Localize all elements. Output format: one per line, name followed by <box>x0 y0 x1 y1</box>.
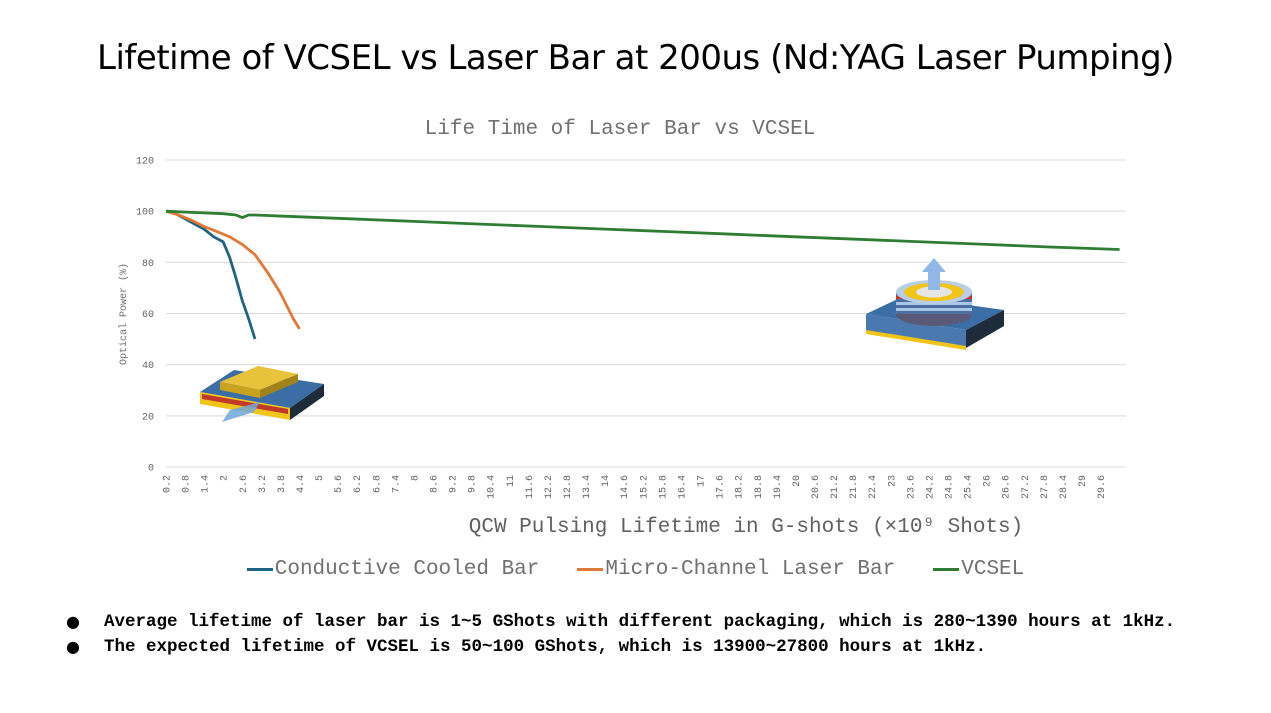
legend-label-microchannel: Micro-Channel Laser Bar <box>605 558 896 581</box>
legend-swatch-vcsel <box>933 568 960 571</box>
x-tick-label: 23 <box>887 475 898 487</box>
vcsel-device-icon <box>866 258 1004 350</box>
x-tick-label: 9.2 <box>449 475 460 493</box>
y-axis-label: Optical Power (%) <box>118 263 130 365</box>
x-tick-label: 11.6 <box>525 475 536 499</box>
x-tick-label: 15.2 <box>639 475 650 499</box>
x-tick-label: 5.6 <box>334 475 345 493</box>
x-tick-label: 26.6 <box>1002 475 1013 499</box>
x-tick-label: 12.8 <box>563 475 574 499</box>
x-tick-label: 14 <box>601 475 612 487</box>
x-tick-label: 28.4 <box>1059 475 1070 499</box>
laser-bar-device-icon <box>200 366 324 422</box>
legend-label-vcsel: VCSEL <box>961 558 1025 581</box>
x-tick-label: 8 <box>410 475 421 481</box>
y-tick-label: 100 <box>136 208 154 219</box>
y-tick-label: 120 <box>136 157 154 168</box>
bullet-item: Average lifetime of laser bar is 1~5 GSh… <box>66 609 1246 635</box>
bullet-list: Average lifetime of laser bar is 1~5 GSh… <box>66 609 1246 660</box>
y-tick-label: 40 <box>142 361 154 372</box>
series-line-vcsel <box>165 209 1120 251</box>
x-tick-label: 21.8 <box>849 475 860 499</box>
x-tick-label: 18.2 <box>735 475 746 499</box>
x-tick-label: 6.2 <box>353 475 364 493</box>
legend-item-conductive: Conductive Cooled Bar <box>246 558 540 581</box>
legend-swatch-conductive <box>246 568 273 571</box>
x-tick-label: 20.6 <box>811 475 822 499</box>
x-tick-label: 20 <box>792 475 803 487</box>
legend-label-conductive: Conductive Cooled Bar <box>274 558 540 581</box>
x-tick-label: 19.4 <box>773 475 784 499</box>
chart-title: Life Time of Laser Bar vs VCSEL <box>424 118 816 141</box>
x-tick-label: 6.8 <box>372 475 383 493</box>
x-tick-label: 26 <box>983 475 994 487</box>
x-tick-label: 24.8 <box>944 475 955 499</box>
y-tick-label: 20 <box>142 412 154 423</box>
x-tick-label: 27.2 <box>1021 475 1032 499</box>
x-tick-label: 13.4 <box>582 475 593 499</box>
legend-item-microchannel: Micro-Channel Laser Bar <box>577 558 895 581</box>
x-tick-label: 0.2 <box>163 475 174 493</box>
bullet-item: The expected lifetime of VCSEL is 50~100… <box>66 634 1246 660</box>
x-tick-label: 16.4 <box>677 475 688 499</box>
x-axis-ticks: 0.2 0.8 1.4 2 2.6 3.2 3.8 4.4 5 5.6 6.2 6.8 7.4 8 8.6 9… <box>163 475 1109 499</box>
x-tick-label: 14.6 <box>620 475 631 499</box>
legend-swatch-microchannel <box>577 568 604 571</box>
x-tick-label: 18.8 <box>754 475 765 499</box>
x-tick-label: 10.4 <box>487 475 498 499</box>
y-tick-label: 60 <box>142 310 154 321</box>
x-tick-label: 22.4 <box>868 475 879 499</box>
series-lines <box>165 209 1120 340</box>
line-chart: 0 20 40 60 80 100 120 0.2 0.8 1.4 2 2.6 3.2 3.8 4.4 5 5… <box>118 157 1126 539</box>
x-tick-label: 0.8 <box>182 475 193 493</box>
x-tick-label: 11 <box>506 475 517 487</box>
x-tick-label: 12.2 <box>544 475 555 499</box>
x-tick-label: 23.6 <box>906 475 917 499</box>
y-axis-ticks: 0 20 40 60 80 100 120 <box>136 157 154 475</box>
y-tick-label: 80 <box>142 259 154 270</box>
x-axis-label: QCW Pulsing Lifetime in G-shots (×10⁹ Sh… <box>469 516 1024 539</box>
slide-title: Lifetime of VCSEL vs Laser Bar at 200us … <box>97 38 1174 78</box>
x-tick-label: 2 <box>220 475 231 481</box>
x-tick-label: 29 <box>1078 475 1089 487</box>
x-tick-label: 2.6 <box>239 475 250 493</box>
x-tick-label: 24.2 <box>925 475 936 499</box>
x-tick-label: 5 <box>315 475 326 481</box>
x-tick-label: 8.6 <box>430 475 441 493</box>
x-tick-label: 15.8 <box>658 475 669 499</box>
series-line-micro-channel-laser-bar <box>165 209 301 330</box>
x-tick-label: 4.4 <box>296 475 307 493</box>
x-tick-label: 17.6 <box>716 475 727 499</box>
chart-legend: Conductive Cooled Bar Micro-Channel Lase… <box>0 558 1271 581</box>
x-tick-label: 27.8 <box>1040 475 1051 499</box>
x-tick-label: 29.6 <box>1097 475 1108 499</box>
x-tick-label: 3.2 <box>258 475 269 493</box>
x-tick-label: 9.8 <box>468 475 479 493</box>
x-tick-label: 7.4 <box>391 475 402 493</box>
x-tick-label: 3.8 <box>277 475 288 493</box>
y-tick-label: 0 <box>148 464 154 475</box>
legend-item-vcsel: VCSEL <box>933 558 1024 581</box>
x-tick-label: 1.4 <box>201 475 212 493</box>
x-tick-label: 21.2 <box>830 475 841 499</box>
x-tick-label: 25.4 <box>964 475 975 499</box>
x-tick-label: 17 <box>697 475 708 487</box>
